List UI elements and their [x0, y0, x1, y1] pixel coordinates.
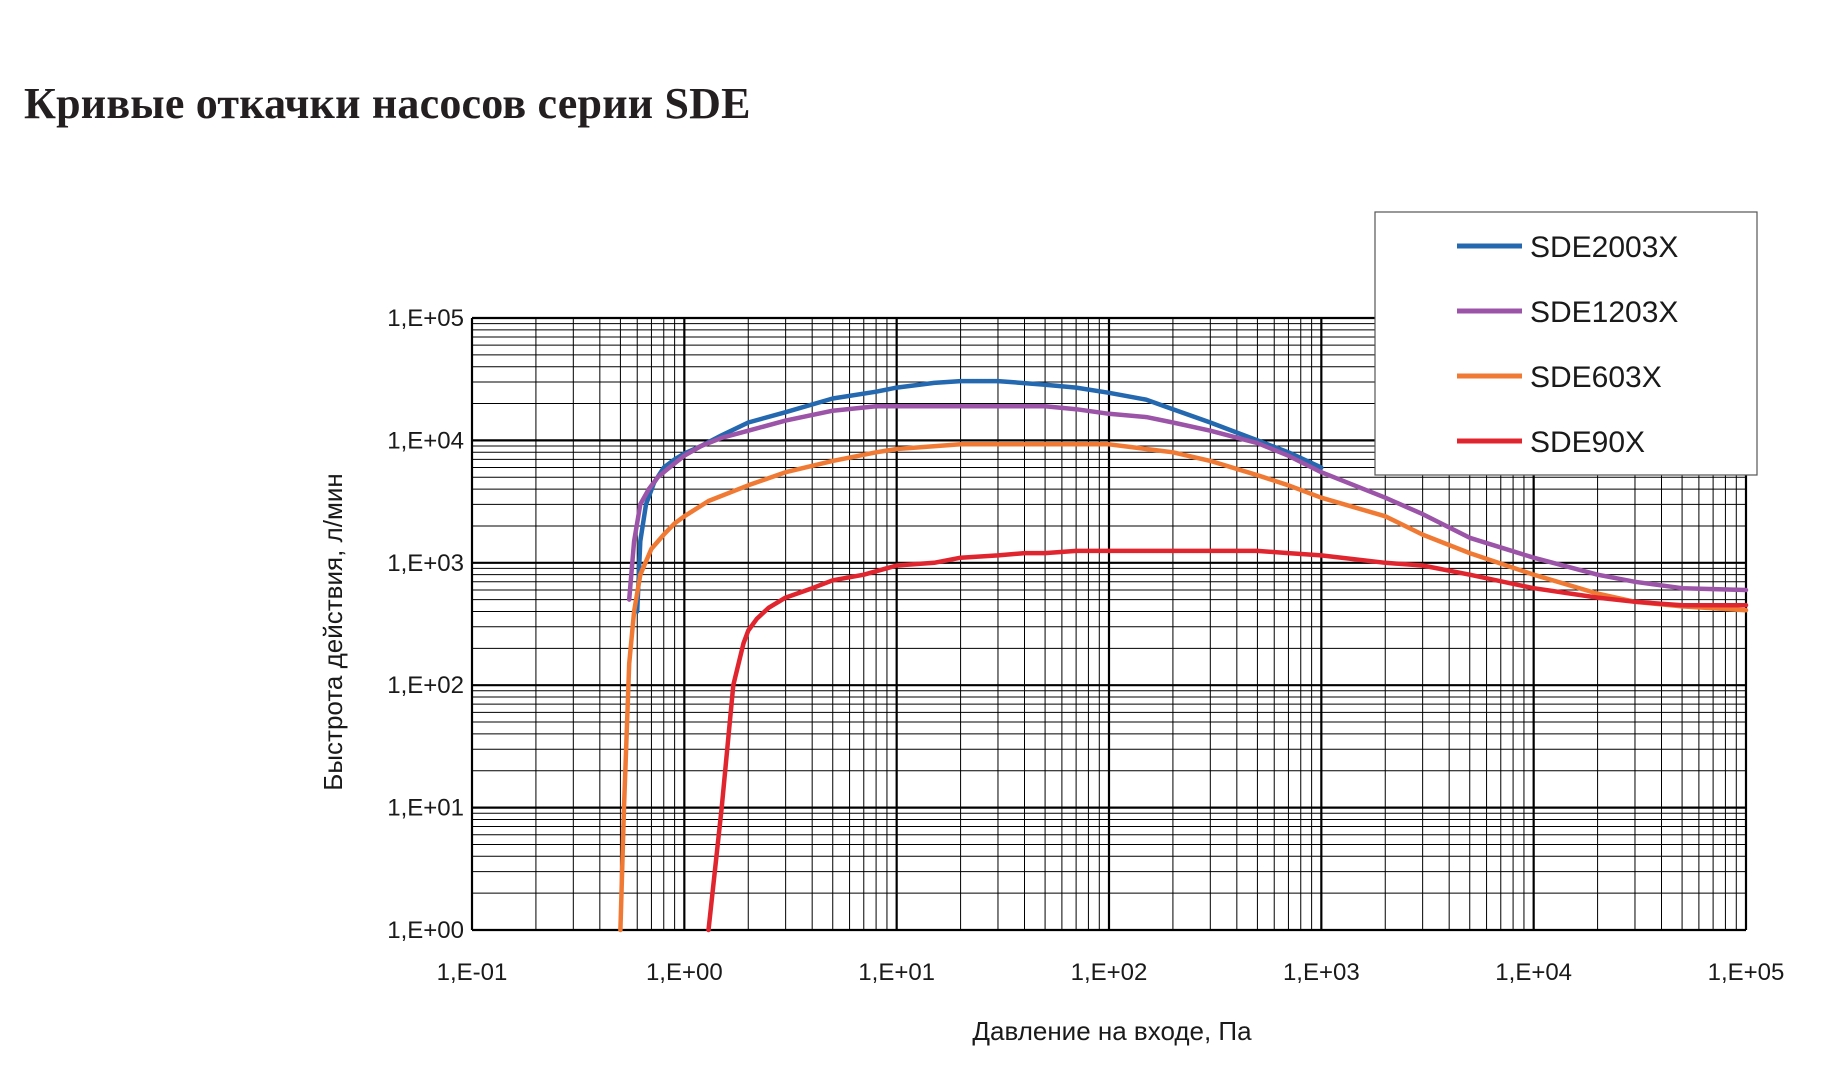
legend-label-sde603x: SDE603X: [1530, 361, 1662, 394]
series-line-sde2003x: [634, 378, 1324, 614]
x-tick-label: 1,E+02: [1071, 959, 1148, 986]
y-tick-label: 1,E+03: [387, 550, 464, 577]
x-tick-label: 1,E+04: [1495, 959, 1572, 986]
x-axis-label: Давление на входе, Па: [972, 1016, 1252, 1046]
legend-label-sde1203x: SDE1203X: [1530, 296, 1678, 329]
y-tick-label: 1,E+00: [387, 917, 464, 944]
y-tick-label: 1,E+04: [387, 427, 464, 454]
page-title: Кривые откачки насосов серии SDE: [24, 79, 751, 128]
y-tick-label: 1,E+02: [387, 672, 464, 699]
legend: SDE2003X SDE1203X SDE603X SDE90X: [1374, 211, 1758, 476]
y-tick-label: 1,E+05: [387, 305, 464, 332]
x-tick-labels: 1,E-01 1,E+00 1,E+01 1,E+02 1,E+03 1,E+04 1,E+…: [437, 959, 1785, 986]
x-tick-label: 1,E+05: [1708, 959, 1785, 986]
y-axis-label: Быстрота действия, л/мин: [318, 473, 348, 790]
legend-label-sde2003x: SDE2003X: [1530, 231, 1678, 264]
x-tick-label: 1,E-01: [437, 959, 508, 986]
x-tick-label: 1,E+00: [646, 959, 723, 986]
series-line-sde1203x: [626, 404, 1749, 602]
series-layer: [618, 378, 1749, 933]
series-line-sde603x: [618, 442, 1749, 933]
series-line-sde90x: [706, 548, 1749, 933]
x-tick-label: 1,E+03: [1283, 959, 1360, 986]
y-tick-labels: 1,E+00 1,E+01 1,E+02 1,E+03 1,E+04 1,E+05: [387, 305, 464, 944]
legend-box: [1374, 211, 1758, 476]
x-tick-label: 1,E+01: [858, 959, 935, 986]
y-tick-label: 1,E+01: [387, 795, 464, 822]
legend-label-sde90x: SDE90X: [1530, 426, 1645, 459]
